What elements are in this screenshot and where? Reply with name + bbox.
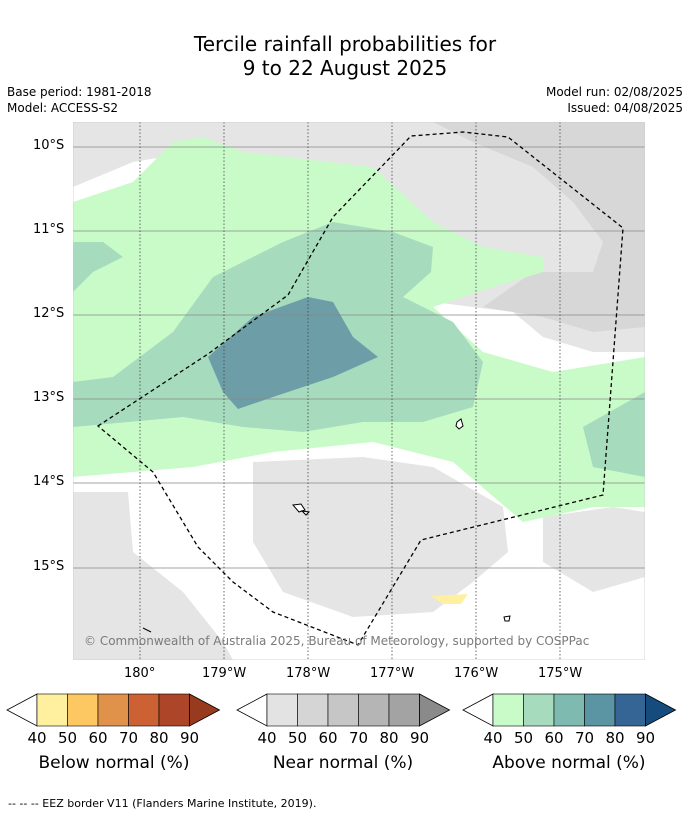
colorbar-above-cell xyxy=(523,693,555,727)
colorbar-label-above: Above normal (%) xyxy=(492,753,646,773)
model-name: Model: ACCESS-S2 xyxy=(7,101,119,115)
lat-label-12s: 12°S xyxy=(33,306,65,321)
colorbar-label-near: Near normal (%) xyxy=(272,753,414,773)
colorbar-above-tick: 50 xyxy=(513,729,534,747)
title-line-1: Tercile rainfall probabilities for xyxy=(193,32,497,56)
issued-date: Issued: 04/08/2025 xyxy=(567,101,683,115)
lon-label-176w: 176°W xyxy=(454,666,499,681)
colorbar-above-tick: 40 xyxy=(483,729,503,747)
colorbar-label-below: Below normal (%) xyxy=(38,753,190,773)
lat-label-14s: 14°S xyxy=(33,474,65,489)
map-credit: © Commonwealth of Australia 2025, Bureau… xyxy=(84,634,590,648)
below-normal-40-region xyxy=(431,594,468,604)
colorbar-near-cell xyxy=(358,693,390,727)
near-normal-region-southeast xyxy=(543,507,645,592)
lon-label-178w: 178°W xyxy=(286,666,331,681)
colorbar-above-cell xyxy=(584,693,616,727)
colorbar-below-tick: 80 xyxy=(149,729,169,747)
colorbar-above-tick: 70 xyxy=(574,729,595,747)
near-normal-region-south xyxy=(253,457,508,617)
title-line-2: 9 to 22 August 2025 xyxy=(242,56,448,80)
island xyxy=(142,627,152,633)
colorbar-below-cell xyxy=(97,693,129,727)
colorbar-above-min-arrow xyxy=(462,693,494,727)
base-period: Base period: 1981-2018 xyxy=(7,85,152,99)
colorbar-below-cell xyxy=(128,693,160,727)
colorbar-near-cell xyxy=(327,693,359,727)
lat-label-10s: 10°S xyxy=(33,138,65,153)
island xyxy=(300,510,311,516)
colorbar-below-cell xyxy=(36,693,68,727)
colorbar-above-cell xyxy=(614,693,646,727)
colorbar-above-cell xyxy=(492,693,524,727)
colorbar-below-cell xyxy=(67,693,99,727)
lon-label-179w: 179°W xyxy=(202,666,247,681)
model-run: Model run: 02/08/2025 xyxy=(545,85,683,99)
colorbar-above-max-arrow xyxy=(645,693,677,727)
colorbar-near-cell xyxy=(297,693,329,727)
colorbar-near-max-arrow xyxy=(419,693,451,727)
colorbar-near-min-arrow xyxy=(236,693,268,727)
lat-label-11s: 11°S xyxy=(33,222,65,237)
colorbar-below-cell xyxy=(158,693,190,727)
island xyxy=(292,503,306,513)
colorbar-below-tick: 70 xyxy=(118,729,139,747)
colorbar-near-tick: 90 xyxy=(409,729,430,747)
colorbar-above-tick: 60 xyxy=(544,729,564,747)
colorbar-below-tick: 50 xyxy=(57,729,78,747)
forecast-map xyxy=(73,122,645,660)
near-normal-region-southwest xyxy=(73,492,233,660)
lat-label-13s: 13°S xyxy=(33,390,65,405)
colorbar-near-tick: 80 xyxy=(379,729,399,747)
colorbar-near-tick: 60 xyxy=(318,729,338,747)
colorbar-above-tick: 80 xyxy=(605,729,625,747)
colorbar-above-tick: 90 xyxy=(635,729,656,747)
lon-label-180: 180° xyxy=(124,666,156,681)
colorbar-near-tick: 40 xyxy=(257,729,277,747)
colorbar-above-cell xyxy=(553,693,585,727)
colorbar-near-cell xyxy=(266,693,298,727)
gridlines xyxy=(73,146,645,569)
colorbar-near-tick: 50 xyxy=(287,729,308,747)
eez-border xyxy=(96,131,624,646)
near-normal-region-northeast xyxy=(433,122,645,332)
gridlines-lon xyxy=(139,122,561,660)
island xyxy=(455,418,464,430)
colorbar-below-min-arrow xyxy=(6,693,38,727)
lon-label-175w: 175°W xyxy=(538,666,583,681)
colorbar-below-tick: 90 xyxy=(179,729,200,747)
colorbar-near-tick: 70 xyxy=(348,729,369,747)
above-normal-60-region xyxy=(208,297,378,409)
colorbar-near-cell xyxy=(388,693,420,727)
colorbars xyxy=(6,693,677,727)
colorbar-below-tick: 40 xyxy=(27,729,47,747)
island xyxy=(503,615,511,622)
colorbar-below-max-arrow xyxy=(189,693,221,727)
eez-footnote: -- -- -- EEZ border V11 (Flanders Marine… xyxy=(8,797,317,810)
lat-label-15s: 15°S xyxy=(33,559,65,574)
lon-label-177w: 177°W xyxy=(370,666,415,681)
colorbar-below-tick: 60 xyxy=(88,729,108,747)
